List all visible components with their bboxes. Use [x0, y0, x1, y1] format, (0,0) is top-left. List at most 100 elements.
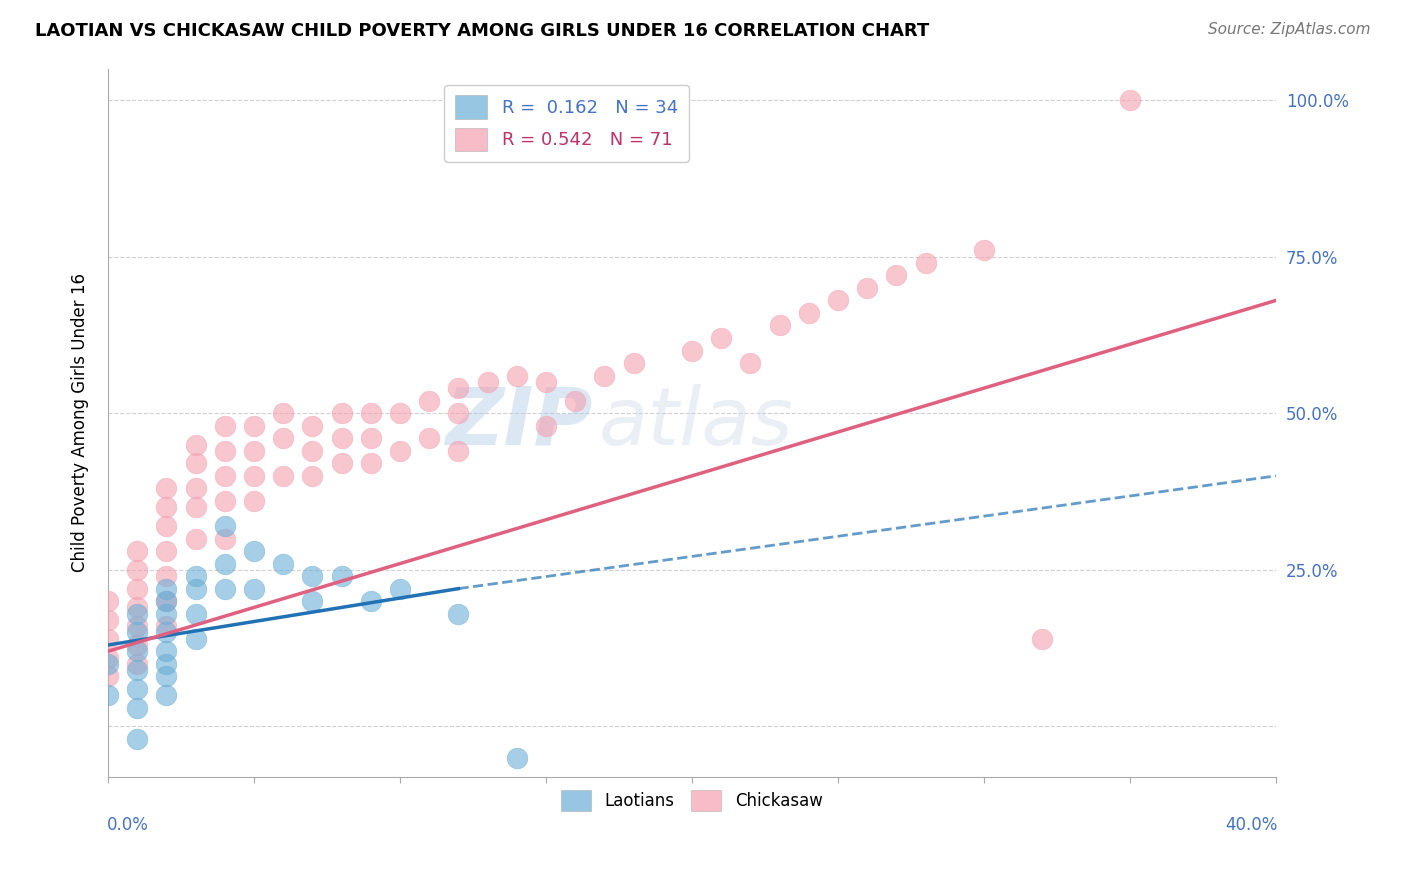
Point: [1031, 632, 1053, 646]
Point: [184, 632, 207, 646]
Point: [301, 594, 323, 608]
Point: [710, 331, 733, 345]
Point: [184, 532, 207, 546]
Point: [1119, 93, 1142, 107]
Point: [155, 582, 177, 596]
Point: [243, 468, 266, 483]
Point: [243, 494, 266, 508]
Point: [127, 607, 149, 621]
Point: [97, 650, 120, 665]
Text: 0.0%: 0.0%: [107, 815, 149, 833]
Point: [330, 456, 353, 470]
Point: [564, 393, 586, 408]
Text: Source: ZipAtlas.com: Source: ZipAtlas.com: [1208, 22, 1371, 37]
Point: [155, 619, 177, 633]
Point: [155, 669, 177, 683]
Point: [155, 688, 177, 702]
Point: [330, 569, 353, 583]
Point: [856, 281, 879, 295]
Point: [301, 418, 323, 433]
Point: [127, 638, 149, 652]
Point: [97, 632, 120, 646]
Point: [534, 375, 557, 389]
Point: [184, 437, 207, 451]
Point: [301, 443, 323, 458]
Point: [271, 468, 294, 483]
Point: [127, 619, 149, 633]
Point: [214, 494, 236, 508]
Point: [243, 443, 266, 458]
Point: [127, 700, 149, 714]
Point: [506, 368, 529, 383]
Point: [155, 481, 177, 495]
Point: [127, 600, 149, 615]
Point: [769, 318, 792, 333]
Point: [301, 569, 323, 583]
Point: [243, 582, 266, 596]
Point: [827, 293, 849, 308]
Point: [214, 468, 236, 483]
Point: [155, 594, 177, 608]
Point: [155, 569, 177, 583]
Point: [127, 732, 149, 747]
Point: [127, 644, 149, 658]
Point: [243, 418, 266, 433]
Point: [389, 406, 412, 420]
Text: LAOTIAN VS CHICKASAW CHILD POVERTY AMONG GIRLS UNDER 16 CORRELATION CHART: LAOTIAN VS CHICKASAW CHILD POVERTY AMONG…: [35, 22, 929, 40]
Point: [271, 431, 294, 445]
Point: [97, 688, 120, 702]
Y-axis label: Child Poverty Among Girls Under 16: Child Poverty Among Girls Under 16: [72, 273, 89, 572]
Point: [330, 431, 353, 445]
Point: [271, 557, 294, 571]
Point: [330, 406, 353, 420]
Point: [447, 443, 470, 458]
Point: [184, 607, 207, 621]
Point: [214, 532, 236, 546]
Point: [184, 500, 207, 515]
Point: [155, 657, 177, 671]
Point: [418, 431, 440, 445]
Point: [973, 244, 995, 258]
Point: [740, 356, 762, 370]
Point: [534, 418, 557, 433]
Point: [184, 582, 207, 596]
Point: [155, 544, 177, 558]
Point: [360, 406, 382, 420]
Point: [477, 375, 499, 389]
Legend: Laotians, Chickasaw: Laotians, Chickasaw: [555, 783, 830, 818]
Text: ZIP: ZIP: [446, 384, 593, 461]
Point: [184, 481, 207, 495]
Point: [360, 594, 382, 608]
Point: [127, 544, 149, 558]
Point: [623, 356, 645, 370]
Point: [681, 343, 703, 358]
Point: [214, 418, 236, 433]
Point: [214, 557, 236, 571]
Point: [127, 663, 149, 677]
Point: [97, 669, 120, 683]
Point: [127, 657, 149, 671]
Point: [127, 625, 149, 640]
Point: [127, 563, 149, 577]
Point: [214, 519, 236, 533]
Point: [155, 607, 177, 621]
Point: [214, 443, 236, 458]
Point: [155, 500, 177, 515]
Point: [447, 406, 470, 420]
Point: [389, 443, 412, 458]
Point: [360, 431, 382, 445]
Point: [389, 582, 412, 596]
Point: [155, 594, 177, 608]
Point: [155, 625, 177, 640]
Point: [797, 306, 820, 320]
Point: [886, 268, 908, 283]
Point: [97, 594, 120, 608]
Text: 40.0%: 40.0%: [1225, 815, 1277, 833]
Point: [155, 644, 177, 658]
Text: atlas: atlas: [599, 384, 793, 461]
Point: [271, 406, 294, 420]
Point: [127, 582, 149, 596]
Point: [214, 582, 236, 596]
Point: [184, 456, 207, 470]
Point: [506, 751, 529, 765]
